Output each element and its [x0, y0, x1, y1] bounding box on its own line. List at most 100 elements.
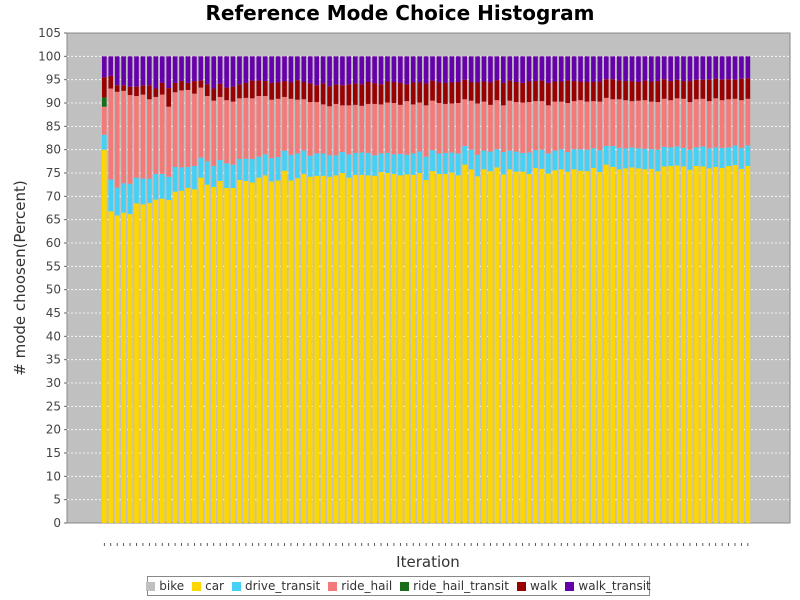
bar-drive-transit: [661, 146, 667, 167]
bar-ride-hail: [359, 105, 365, 153]
bar-walk: [250, 80, 255, 99]
bar-walk-transit: [655, 56, 661, 82]
bar-ride-hail: [655, 102, 661, 150]
bar-ride-hail: [217, 96, 223, 160]
bar-walk-transit: [443, 56, 448, 83]
bar-ride-hail: [616, 99, 622, 148]
bar-walk-transit: [578, 56, 583, 82]
bar-walk: [578, 81, 583, 101]
bar-drive-transit: [623, 148, 628, 169]
bar-drive-transit: [327, 155, 332, 177]
bar-ride-hail: [591, 101, 596, 149]
bar-ride-hail: [584, 101, 590, 150]
bar-walk-transit: [398, 56, 403, 83]
bar-drive-transit: [153, 173, 159, 200]
bar-ride-hail: [700, 98, 706, 147]
bar-walk: [237, 84, 242, 99]
bar-walk: [359, 84, 365, 106]
bar-car: [649, 168, 654, 524]
bar-drive-transit: [295, 153, 300, 179]
bar-car: [159, 198, 165, 524]
bar-walk: [552, 81, 558, 102]
bar-walk-transit: [114, 56, 120, 86]
bar-walk: [327, 86, 332, 107]
bar-walk-transit: [732, 56, 738, 80]
bar-ride-hail: [481, 101, 487, 151]
bar-car: [597, 172, 603, 523]
bar-car: [481, 169, 487, 523]
bar-drive-transit: [591, 148, 596, 168]
bar-walk-transit: [713, 56, 719, 79]
bar-car: [713, 166, 719, 523]
y-tick-label: 105: [38, 26, 61, 40]
bar-walk-transit: [378, 56, 384, 85]
bar-car: [192, 189, 197, 523]
legend-item-walk: walk: [516, 579, 557, 593]
bar-ride-hail: [410, 104, 416, 154]
bar-drive-transit: [410, 153, 416, 175]
bar-walk: [346, 84, 352, 106]
x-axis-label: Iteration: [396, 553, 460, 571]
bar-drive-transit: [237, 159, 242, 180]
bar-car: [661, 166, 667, 523]
bar-ride-hail: [404, 101, 410, 155]
bar-car: [501, 174, 506, 523]
bar-ride-hail: [578, 100, 583, 150]
bar-drive-transit: [719, 147, 725, 168]
bar-walk: [694, 79, 699, 100]
bar-ride-hail: [275, 98, 281, 158]
bar-walk: [494, 80, 500, 101]
y-tick-label: 65: [46, 213, 61, 227]
bar-ride-hail: [140, 94, 146, 179]
bar-drive-transit: [365, 152, 371, 176]
bar-car: [121, 212, 126, 524]
bar-car: [378, 172, 384, 523]
bar-walk: [269, 82, 274, 100]
bar-walk: [488, 82, 493, 105]
bar-drive-transit: [520, 152, 525, 172]
bar-walk-transit: [546, 56, 551, 83]
bar-walk: [275, 82, 281, 99]
bar-ride-hail: [282, 96, 287, 151]
bar-walk: [713, 78, 719, 99]
bar-walk: [295, 80, 300, 100]
bar-drive-transit: [127, 183, 133, 215]
bar-ride-hail: [449, 103, 455, 153]
bar-walk-transit: [359, 56, 365, 85]
bar-car: [745, 166, 751, 523]
bar-drive-transit: [552, 150, 558, 171]
bar-walk: [513, 82, 519, 103]
y-tick-label: 5: [53, 493, 61, 507]
bar-drive-transit: [732, 145, 738, 166]
bar-walk-transit: [204, 56, 210, 85]
bar-ride-hail: [674, 98, 680, 147]
bar-walk-transit: [571, 56, 577, 82]
bar-walk: [314, 85, 320, 103]
bar-walk-transit: [520, 56, 525, 83]
bar-drive-transit: [655, 149, 661, 172]
bar-walk-transit: [475, 56, 480, 83]
y-tick-label: 70: [46, 189, 61, 203]
bar-ride-hail: [237, 98, 242, 159]
bar-walk-transit: [340, 56, 345, 86]
legend-label: ride_hail: [341, 579, 393, 593]
bar-walk: [224, 87, 229, 101]
bar-drive-transit: [700, 146, 706, 167]
bar-walk-transit: [513, 56, 519, 82]
bar-ride-hail: [211, 100, 217, 166]
bar-drive-transit: [340, 152, 345, 173]
bar-drive-transit: [166, 176, 171, 201]
bar-walk: [468, 82, 474, 101]
bar-walk: [166, 88, 171, 107]
bar-drive-transit: [198, 157, 204, 178]
bar-car: [140, 204, 146, 523]
bar-car: [674, 165, 680, 523]
bar-drive-transit: [179, 167, 184, 191]
bar-walk-transit: [552, 56, 558, 82]
bar-car: [533, 167, 538, 523]
y-tick-label: 95: [46, 73, 61, 87]
bar-car: [153, 199, 159, 523]
bar-drive-transit: [507, 150, 513, 170]
bar-ride-hail: [507, 100, 513, 151]
